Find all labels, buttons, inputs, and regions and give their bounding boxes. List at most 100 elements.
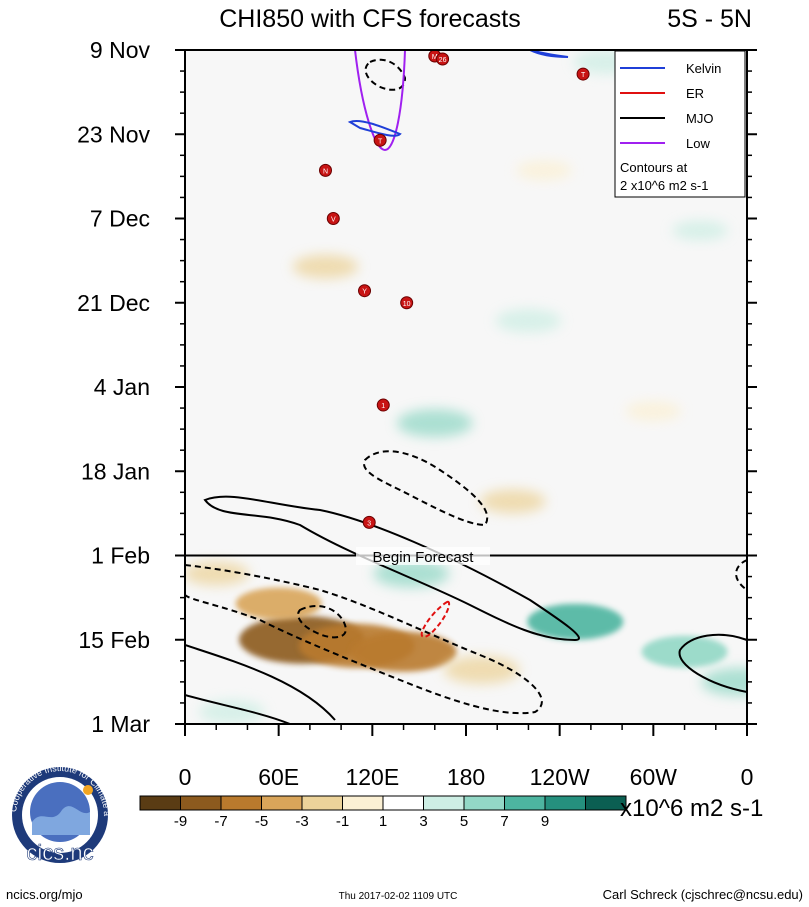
legend-label-kelvin: Kelvin <box>686 61 721 76</box>
footer-right: Carl Schreck (cjschrec@ncsu.edu) <box>603 887 803 902</box>
x-tick-label-6: 0 <box>741 764 754 790</box>
x-tick-label-1: 60E <box>258 764 299 790</box>
y-tick-label-7: 15 Feb <box>78 627 150 653</box>
colorbar-swatch-4 <box>301 795 343 811</box>
footer-center: Thu 2017-02-02 1109 UTC <box>339 891 458 902</box>
storm-layer: M 26 T T N V Y 10 1 3 <box>319 50 590 529</box>
colorbar-label-8: 7 <box>500 813 508 830</box>
mjo-contour <box>185 644 336 721</box>
colorbar: -9 -7 -5 -3 -1 1 3 5 7 9 <box>139 795 627 830</box>
anomaly-blob-11 <box>641 635 728 668</box>
storm-marker-4 <box>319 163 332 177</box>
storm-label-5: V <box>331 217 336 224</box>
colorbar-swatch-11 <box>585 795 627 811</box>
colorbar-swatch-8 <box>463 795 505 811</box>
x-axis: 0 60E 120E 180 120W 60W 0 <box>179 724 754 790</box>
storm-label-4: N <box>323 168 328 175</box>
storm-marker-6 <box>358 284 372 298</box>
logo-text: cics.nc <box>26 840 93 865</box>
legend: Kelvin ER MJO Low Contours at 2 x10^6 m2 s-… <box>614 50 746 198</box>
storm-marker-1 <box>436 52 450 66</box>
colorbar-label-3: -3 <box>295 813 308 830</box>
storm-marker-3 <box>373 133 387 147</box>
legend-note-line-2: 2 x10^6 m2 s-1 <box>620 178 708 193</box>
storm-label-3: T <box>378 138 383 145</box>
legend-box <box>614 50 746 198</box>
er-contour <box>420 600 451 638</box>
contour-layer <box>185 50 747 724</box>
y-tick-label-1: 23 Nov <box>77 121 150 147</box>
mjo-contour <box>678 633 747 693</box>
colorbar-swatch-5 <box>342 795 384 811</box>
storm-label-6: Y <box>362 289 367 296</box>
anomaly-blob-18 <box>672 220 729 241</box>
colorbar-label-0: -9 <box>174 813 187 830</box>
y-tick-label-8: 1 Mar <box>91 711 150 737</box>
colorbar-swatch-3 <box>261 795 303 811</box>
storm-label-2: T <box>581 72 586 79</box>
colorbar-swatch-0 <box>139 795 181 811</box>
forecast-label: Begin Forecast <box>373 549 475 566</box>
negative-contour <box>735 559 747 591</box>
y-axis: 9 Nov 23 Nov 7 Dec 21 Dec 4 Jan 18 Jan 1 Feb 15… <box>77 37 757 737</box>
negative-contour <box>297 605 347 639</box>
y-tick-label-6: 1 Feb <box>91 543 150 569</box>
legend-label-low: Low <box>686 136 710 151</box>
storm-label-7: 10 <box>403 301 411 308</box>
colorbar-swatch-10 <box>544 795 586 811</box>
y-tick-label-5: 18 Jan <box>81 458 150 484</box>
negative-contour <box>364 58 407 91</box>
storm-marker-7 <box>400 296 414 310</box>
footer-left: ncics.org/mjo <box>6 887 83 902</box>
storm-marker-8 <box>376 398 390 412</box>
anomaly-blob-9 <box>625 401 682 422</box>
chart-title: CHI850 with CFS forecasts <box>219 5 521 33</box>
legend-label-mjo: MJO <box>686 111 713 126</box>
kelvin-contour <box>347 120 402 137</box>
y-tick-label-4: 4 Jan <box>94 374 150 400</box>
mjo-contour <box>185 694 291 724</box>
colorbar-label-6: 3 <box>419 813 427 830</box>
colorbar-label-5: 1 <box>379 813 387 830</box>
anomaly-blob-10 <box>527 603 624 640</box>
colorbar-label-2: -5 <box>255 813 268 830</box>
anomaly-blob-5 <box>443 655 520 684</box>
negative-contour <box>185 564 543 715</box>
kelvin-contour <box>529 50 569 58</box>
region-label: 5S - 5N <box>667 5 752 33</box>
colorbar-units: x10^6 m2 s-1 <box>620 795 763 822</box>
anomaly-blob-16 <box>495 308 562 333</box>
y-tick-label-3: 21 Dec <box>77 290 150 316</box>
anomaly-blob-3 <box>235 587 322 620</box>
colorbar-swatch-7 <box>423 795 465 811</box>
colorbar-swatch-9 <box>504 795 546 811</box>
storm-label-8: 1 <box>381 403 385 410</box>
colorbar-label-1: -7 <box>214 813 227 830</box>
x-tick-label-5: 60W <box>630 764 678 790</box>
anomaly-blob-7 <box>516 160 573 181</box>
colorbar-swatch-6 <box>382 795 424 811</box>
mjo-contour <box>203 495 580 642</box>
anomaly-blob-2 <box>350 631 457 672</box>
x-tick-label-3: 180 <box>447 764 485 790</box>
storm-label-9: 3 <box>367 520 371 527</box>
colorbar-label-4: -1 <box>336 813 349 830</box>
forecast-label-bg <box>356 547 490 565</box>
anomaly-blob-13 <box>373 559 450 588</box>
logo-sun <box>83 785 93 795</box>
negative-contour <box>363 450 489 527</box>
storm-label-1: 26 <box>439 57 447 64</box>
storm-label-0: M <box>432 54 438 61</box>
colorbar-label-9: 9 <box>541 813 549 830</box>
colorbar-swatch-1 <box>180 795 222 811</box>
anomaly-blob-15 <box>396 409 473 438</box>
y-tick-label-2: 7 Dec <box>90 206 150 232</box>
colorbar-swatch-2 <box>220 795 262 811</box>
legend-note-line-1: Contours at <box>620 160 688 175</box>
storm-marker-9 <box>362 515 376 529</box>
anomaly-blob-8 <box>479 489 546 514</box>
logo-wave <box>32 806 90 835</box>
anomaly-blob-4 <box>185 561 250 586</box>
x-tick-label-4: 120W <box>530 764 590 790</box>
